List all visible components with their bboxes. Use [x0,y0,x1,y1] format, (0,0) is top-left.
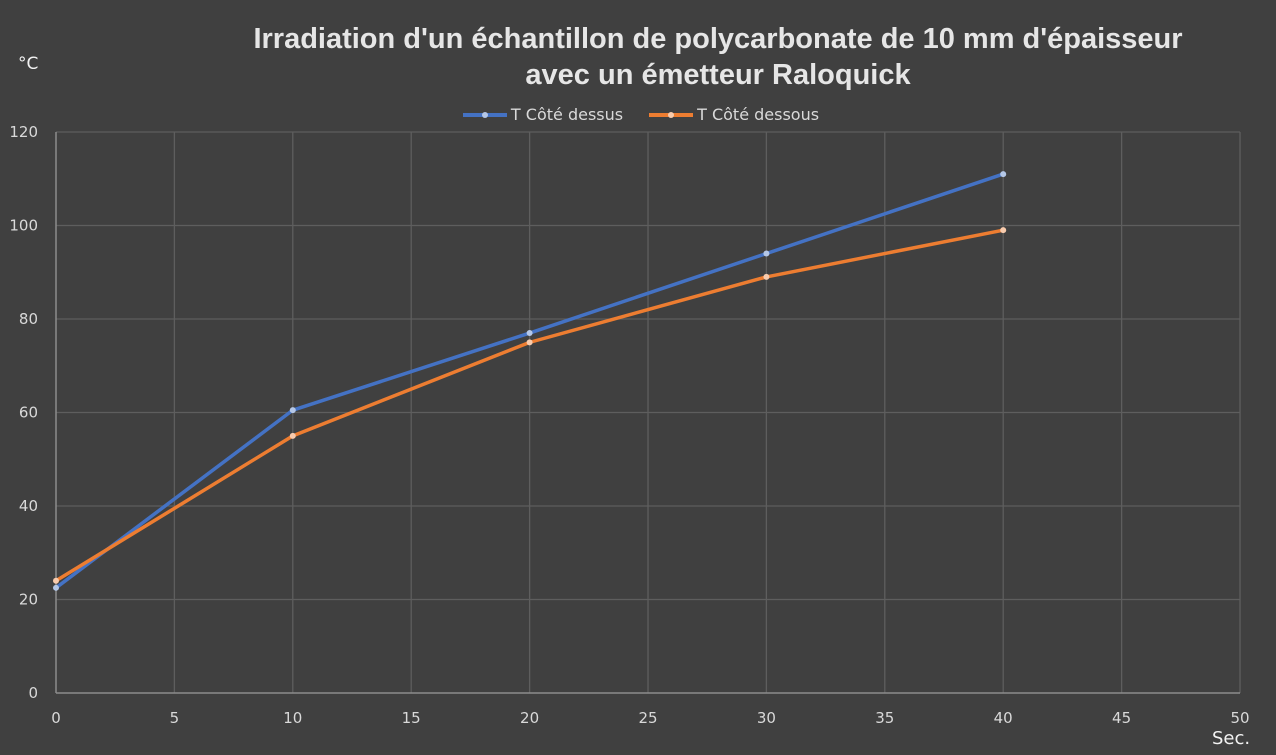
gridlines [56,131,1241,693]
y-tick-label: 0 [28,684,38,702]
data-point-1 [1000,227,1007,234]
data-point-1 [53,577,59,584]
y-tick-label: 100 [9,217,38,235]
data-point-1 [289,432,296,439]
x-tick-label: 30 [757,709,776,727]
x-tick-label: 25 [638,709,657,727]
data-point-0 [289,407,296,414]
data-point-0 [763,250,770,257]
y-tick-label: 20 [19,591,38,609]
x-tick-label: 40 [994,709,1013,727]
x-axis-label: Sec. [1212,728,1251,749]
data-point-0 [526,330,533,337]
tick-labels: 0 5 10 15 20 25 30 35 40 45 50 0 20 40 60 80 100 120 [9,123,1249,727]
y-tick-label: 80 [19,310,38,328]
x-tick-label: 45 [1112,709,1131,727]
x-tick-label: 20 [520,709,539,727]
x-tick-label: 15 [402,709,421,727]
data-point-1 [526,339,533,346]
x-tick-label: 5 [170,709,180,727]
x-tick-label: 50 [1230,709,1249,727]
legend-swatch-dessus [462,111,507,118]
data-point-0 [1000,171,1007,178]
x-tick-label: 0 [51,709,61,727]
series-points [53,171,1007,591]
data-point-0 [53,584,59,591]
x-tick-label: 35 [875,709,894,727]
y-axis-label: °C [18,54,39,74]
axes [55,132,1240,694]
chart-title-line-1: Irradiation d'un échantillon de polycarb… [253,23,1183,55]
chart-title-line-2: avec un émetteur Raloquick [525,59,911,91]
legend-item-dessus: T Côté dessus [462,105,624,124]
legend-label-dessous: T Côté dessous [697,105,820,124]
legend-item-dessous: T Côté dessous [649,105,819,124]
legend-label-dessus: T Côté dessus [510,105,624,124]
chart-legend: T Côté dessus T Côté dessous [0,105,1276,124]
data-point-1 [763,273,770,280]
y-tick-label: 120 [9,123,38,141]
y-tick-label: 60 [19,404,38,422]
y-tick-label: 40 [19,497,38,515]
x-tick-label: 10 [283,709,302,727]
legend-swatch-dessous [649,111,694,118]
